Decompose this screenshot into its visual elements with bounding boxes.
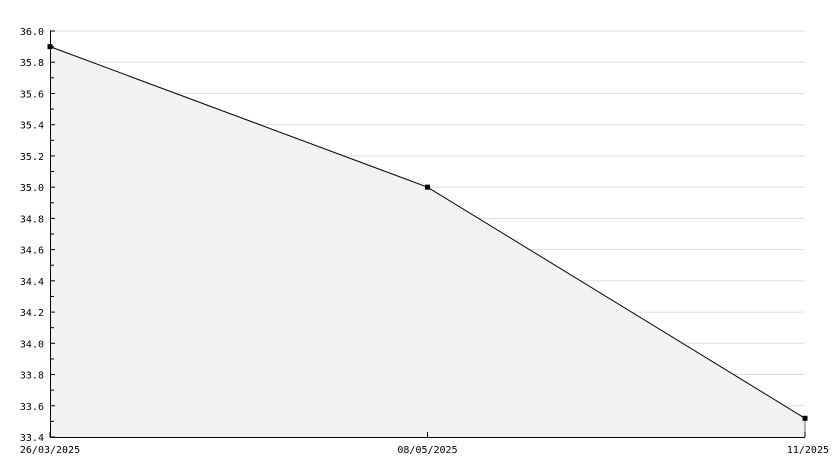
y-tick-label: 36.0 (20, 27, 44, 38)
y-tick-label: 35.0 (20, 183, 44, 194)
y-tick-label: 34.2 (20, 308, 44, 319)
y-tick-label: 34.8 (20, 214, 44, 225)
y-tick-label: 35.4 (20, 121, 44, 132)
y-tick-label: 34.4 (20, 277, 44, 288)
data-point (425, 184, 430, 190)
x-tick-label: 26/03/2025 (20, 445, 80, 456)
y-tick-label: 34.0 (20, 339, 44, 350)
y-tick-label: 34.6 (20, 246, 44, 257)
y-tick-label: 33.8 (20, 371, 44, 382)
y-tick-label: 35.8 (20, 58, 44, 69)
x-tick-label: 11/2025 (787, 445, 829, 456)
y-tick-label: 33.6 (20, 402, 44, 413)
y-tick-label: 33.4 (20, 433, 44, 444)
y-tick-label: 35.2 (20, 152, 44, 163)
area-fill (50, 46, 805, 437)
y-tick-label: 35.6 (20, 89, 44, 100)
data-point (802, 415, 808, 421)
x-tick-label: 08/05/2025 (397, 445, 457, 456)
